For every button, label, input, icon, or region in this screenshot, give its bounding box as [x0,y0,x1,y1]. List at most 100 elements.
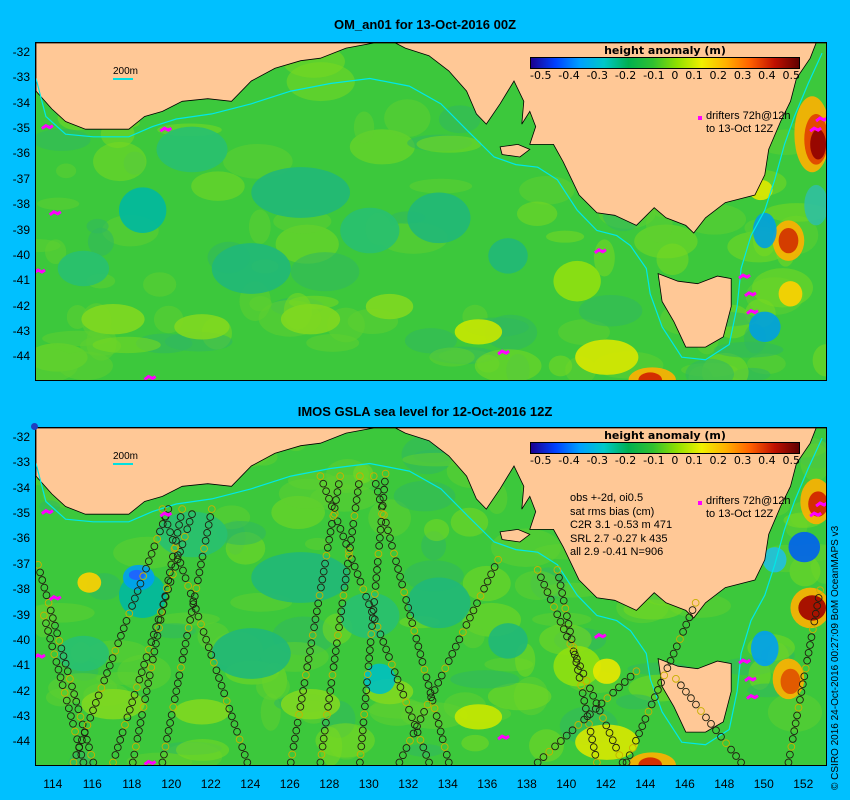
altimeter-obs [204,643,213,652]
anomaly-eddy [454,704,503,730]
x-tick-label: 134 [437,777,458,791]
altimeter-obs [152,639,160,648]
altimeter-obs [644,707,653,716]
anomaly-patch [461,624,485,649]
altimeter-obs [204,521,213,529]
altimeter-obs [390,668,399,676]
altimeter-obs [240,750,249,759]
altimeter-obs [288,750,296,759]
altimeter-obs [135,675,144,684]
altimeter-obs [663,664,672,672]
altimeter-obs [46,606,55,615]
altimeter-obs [410,720,419,729]
altimeter-obs [325,535,334,544]
altimeter-obs [338,599,347,608]
altimeter-obs [215,674,223,682]
altimeter-obs [128,758,137,765]
altimeter-obs [144,679,153,688]
altimeter-obs [682,620,691,629]
altimeter-obs [448,650,457,658]
altimeter-obs [118,728,127,737]
altimeter-obs [36,568,44,577]
drifter-track [36,268,46,274]
altimeter-obs [173,679,182,688]
altimeter-obs [195,568,204,577]
anomaly-patch [92,336,161,354]
altimeter-obs [135,726,143,735]
altimeter-obs [363,670,372,679]
altimeter-obs [111,751,120,759]
colorbar-tick: 0.2 [709,454,728,467]
altimeter-obs [149,630,158,639]
drifters-time-label: to 13-Oct 12Z [706,123,774,135]
altimeter-obs [318,742,327,751]
anomaly-patch [558,319,610,345]
altimeter-obs [672,642,681,651]
altimeter-obs [580,715,588,724]
anomaly-patch [713,341,784,358]
altimeter-obs [424,681,433,689]
anomaly-eddy [804,184,826,226]
altimeter-obs [592,699,601,708]
altimeter-obs [358,726,367,735]
altimeter-obs [171,562,180,571]
drifter-track [809,511,822,518]
altimeter-obs [438,735,447,744]
altimeter-obs [192,584,201,593]
altimeter-obs [804,648,813,657]
altimeter-obs [816,586,824,595]
altimeter-obs [363,678,371,687]
altimeter-obs [556,581,565,590]
altimeter-obs [788,735,797,743]
altimeter-obs [392,557,400,566]
anomaly-patch [353,463,374,484]
altimeter-obs [717,732,725,741]
y-tick-label: -32 [12,45,30,60]
altimeter-obs [487,570,495,579]
colorbar-tick: -0.5 [530,454,552,467]
altimeter-obs [138,711,146,719]
anomaly-patch [529,729,564,762]
altimeter-obs [677,681,685,690]
anomaly-eddy [251,552,351,603]
stats-row-srl: SRL 2.7 -0.27 k 435 [570,532,668,545]
anomaly-eddy [251,167,351,218]
top-map-svg [36,43,826,380]
altimeter-obs [152,623,160,631]
altimetry-stats: obs +-2d, oi0.5 sat rms bias (cm) C2R 3.… [570,492,672,560]
altimeter-obs [409,729,418,738]
x-tick-label: 138 [516,777,537,791]
altimeter-obs [48,642,57,651]
altimeter-obs [410,627,419,635]
altimeter-obs [420,665,429,674]
altimeter-obs [153,535,162,543]
colorbar-tick: -0.2 [614,69,637,82]
altimeter-obs [147,638,156,646]
altimeter-obs [91,698,100,707]
altimeter-obs [320,726,329,735]
x-tick-label: 144 [635,777,656,791]
altimeter-obs [207,505,216,513]
altimeter-obs [807,633,816,642]
altimeter-obs [641,715,650,723]
altimeter-obs [368,622,376,630]
altimeter-obs [430,686,439,694]
altimeter-obs [568,726,577,735]
altimeter-obs [395,758,404,765]
altimeter-obs [414,642,423,651]
altimeter-obs [140,660,148,669]
altimeter-obs [390,549,398,558]
altimeter-obs [329,512,338,520]
isobath-line-icon [113,463,133,465]
tasmania-land [657,657,732,733]
altimeter-obs [371,590,379,598]
altimeter-obs [361,702,369,711]
anomaly-patch [487,682,552,711]
altimeter-obs [707,720,715,728]
colorbar-ticks: -0.5 -0.4 -0.3 -0.2 -0.1 0 0.1 0.2 0.3 0.4 0.5 [530,69,800,82]
altimeter-obs [380,485,388,494]
altimeter-obs [632,667,641,676]
altimeter-obs [153,631,162,640]
altimeter-obs [156,616,165,624]
altimeter-obs [406,611,415,620]
